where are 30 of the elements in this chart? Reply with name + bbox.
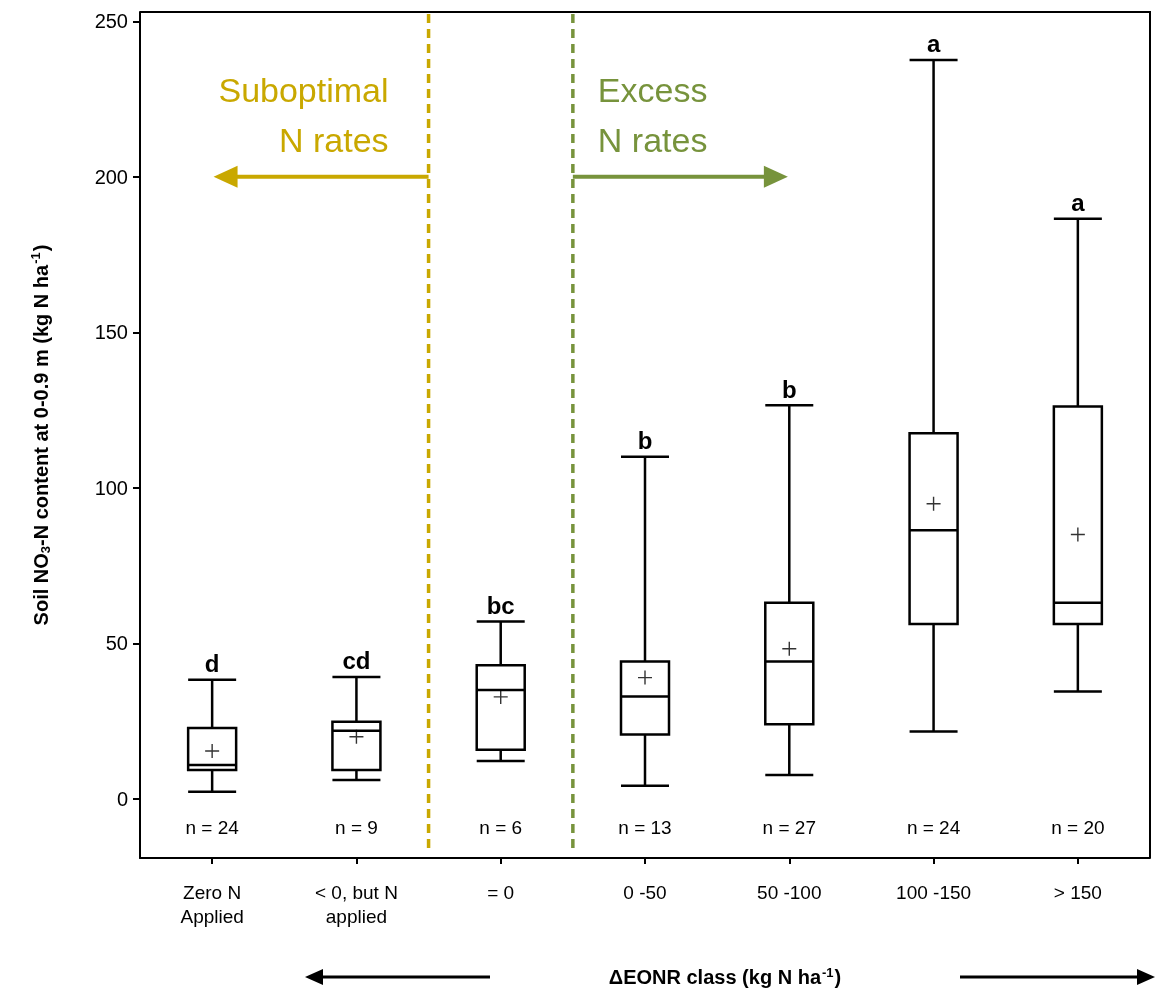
- annotation: n = 6: [479, 817, 523, 839]
- annotation: a: [1071, 189, 1086, 217]
- annotation: n = 9: [335, 817, 378, 839]
- x-tick-label: 0 -50: [623, 881, 667, 903]
- x-tick-label: 50 -100: [757, 881, 822, 903]
- annotation: n = 27: [762, 817, 816, 839]
- annotation: Suboptimal N rates: [218, 70, 389, 159]
- x-tick-label: 100 -150: [896, 881, 972, 903]
- y-tick-label: 250: [94, 10, 128, 33]
- annotation: bc: [486, 592, 515, 620]
- x-tick-label: Zero N Applied: [180, 881, 244, 927]
- annotation: a: [926, 30, 941, 58]
- y-tick-label: 0: [116, 787, 128, 810]
- y-tick-label: 100: [94, 476, 128, 499]
- x-tick-label: > 150: [1053, 881, 1102, 903]
- annotation: n = 24: [906, 817, 961, 839]
- annotation: b: [637, 427, 653, 455]
- annotation: d: [204, 650, 220, 678]
- annotation: Excess N rates: [597, 70, 708, 159]
- x-tick-label: < 0, but N applied: [314, 881, 398, 927]
- y-tick-label: 200: [94, 165, 128, 188]
- y-tick-label: 150: [94, 321, 128, 344]
- annotation: n = 13: [618, 817, 672, 839]
- y-tick-label: 50: [105, 632, 128, 655]
- annotation: cd: [342, 647, 371, 675]
- y-axis-title: Soil NO3-N content at 0-0.9 m (kg N ha-1): [28, 244, 53, 626]
- x-tick-label: = 0: [487, 881, 515, 903]
- annotation: n = 20: [1051, 817, 1105, 839]
- annotation: n = 24: [185, 817, 240, 839]
- annotation: b: [781, 375, 797, 403]
